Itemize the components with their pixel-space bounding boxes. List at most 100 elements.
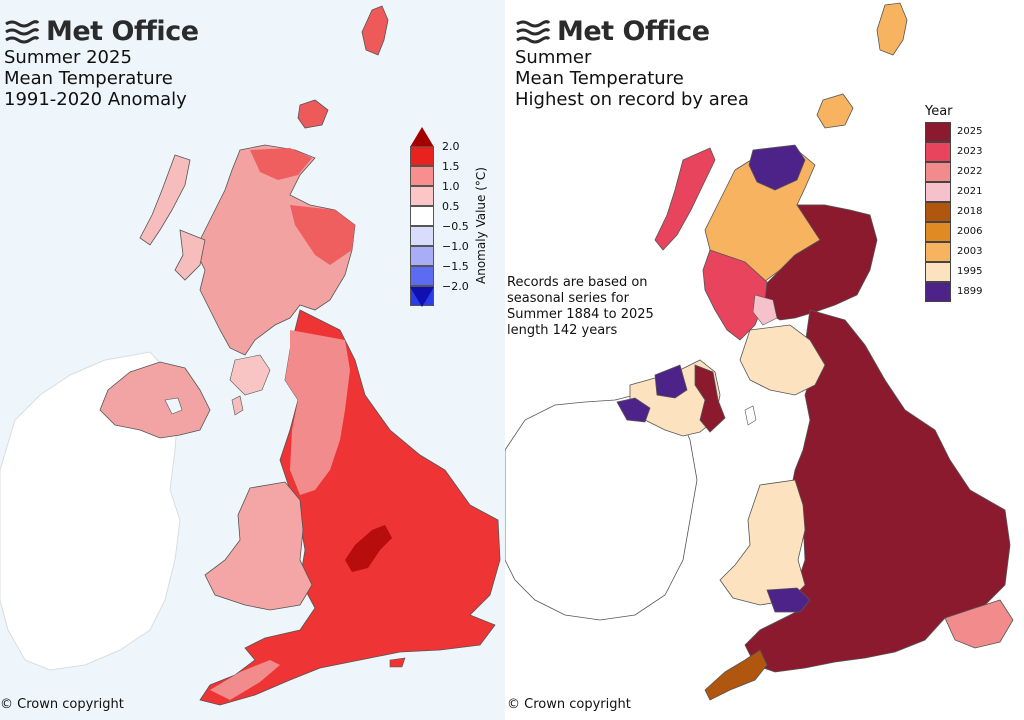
wales-1995-area bbox=[719, 479, 806, 606]
wales-region bbox=[204, 481, 313, 611]
legend-label: 2006 bbox=[957, 226, 983, 237]
england-1995-northwest bbox=[739, 324, 826, 396]
legend-label: 2018 bbox=[957, 206, 983, 217]
legend-item: 2022 bbox=[923, 162, 1001, 182]
legend-swatch-8 bbox=[925, 282, 951, 302]
title-line-1: Summer bbox=[515, 47, 592, 68]
legend-label: 2021 bbox=[957, 186, 983, 197]
orkney-islands bbox=[297, 99, 329, 129]
lough-neagh bbox=[164, 397, 183, 415]
legend-label: 1899 bbox=[957, 286, 983, 297]
legend-swatch-3 bbox=[925, 182, 951, 202]
anomaly-map-panel: Met Office Summer 2025 Mean Temperature … bbox=[0, 0, 505, 720]
isle-of-man bbox=[231, 395, 244, 416]
legend-item: 2003 bbox=[923, 242, 1001, 262]
legend-swatch-7 bbox=[925, 262, 951, 282]
orkney-islands bbox=[816, 93, 854, 129]
copyright-text: © Crown copyright bbox=[507, 697, 631, 712]
legend-item: 2006 bbox=[923, 222, 1001, 242]
legend-label: 2022 bbox=[957, 166, 983, 177]
shetland-islands bbox=[876, 2, 908, 56]
brand-name: Met Office bbox=[557, 16, 710, 47]
isle-of-wight bbox=[389, 657, 406, 668]
legend-title: Year bbox=[925, 104, 953, 119]
ireland-landmass bbox=[505, 389, 698, 621]
isle-of-man bbox=[744, 405, 757, 426]
legend-swatch-4 bbox=[925, 202, 951, 222]
copyright-text: © Crown copyright bbox=[0, 697, 124, 712]
legend-item: 1899 bbox=[923, 282, 1001, 302]
met-office-logo: Met Office bbox=[515, 16, 710, 47]
colorbar-tick-3: 0.5 bbox=[442, 200, 460, 213]
colorbar-seg-4 bbox=[410, 226, 434, 246]
legend-swatch-0 bbox=[925, 122, 951, 142]
legend-item: 2023 bbox=[923, 142, 1001, 162]
title-line-2: Mean Temperature bbox=[4, 68, 173, 89]
note-line-4: length 142 years bbox=[507, 323, 618, 338]
shetland-islands bbox=[361, 5, 389, 56]
colorbar-tick-4: −0.5 bbox=[442, 220, 469, 233]
england-2025-area bbox=[744, 309, 1011, 673]
outer-hebrides bbox=[654, 147, 716, 251]
southeast-2022-area bbox=[944, 599, 1014, 649]
legend-swatch-5 bbox=[925, 222, 951, 242]
colorbar-tick-1: 1.5 bbox=[442, 160, 460, 173]
cornwall-2018-area bbox=[704, 649, 768, 701]
map-title: Summer 2025 Mean Temperature 1991-2020 A… bbox=[4, 47, 187, 110]
colorbar-bottom-cap-icon bbox=[410, 287, 434, 307]
legend-item: 1995 bbox=[923, 262, 1001, 282]
cumbria-warmest-patch bbox=[229, 354, 271, 396]
note-line-1: Records are based on bbox=[507, 275, 648, 290]
colorbar-seg-2 bbox=[410, 186, 434, 206]
legend-label: 1995 bbox=[957, 266, 983, 277]
legend-swatch-6 bbox=[925, 242, 951, 262]
colorbar-tick-0: 2.0 bbox=[442, 140, 460, 153]
legend-item: 2018 bbox=[923, 202, 1001, 222]
colorbar-top-cap bbox=[410, 127, 434, 147]
title-line-1: Summer 2025 bbox=[4, 47, 132, 68]
colorbar-tick-5: −1.0 bbox=[442, 240, 469, 253]
legend-label: 2023 bbox=[957, 146, 983, 157]
ni-1899-west bbox=[616, 397, 651, 423]
wales-1899-area bbox=[766, 587, 811, 613]
anomaly-map bbox=[0, 5, 501, 706]
record-year-map bbox=[505, 2, 1014, 701]
scotland-2023-west bbox=[702, 249, 768, 341]
colorbar-bottom-cap bbox=[410, 287, 434, 307]
legend-item: 2025 bbox=[923, 122, 1001, 142]
southwest-cooler bbox=[210, 660, 280, 700]
colorbar-tick-6: −1.5 bbox=[442, 260, 469, 273]
colorbar-seg-1 bbox=[410, 166, 434, 186]
legend-label: 2003 bbox=[957, 246, 983, 257]
colorbar-seg-5 bbox=[410, 246, 434, 266]
scotland-1899-area bbox=[748, 144, 806, 191]
met-office-wave-icon bbox=[516, 19, 551, 43]
colorbar-axis-label: Anomaly Value (°C) bbox=[474, 167, 488, 284]
record-year-map-panel: Met Office Summer Mean Temperature Highe… bbox=[505, 0, 1024, 720]
northern-ireland-region bbox=[99, 361, 211, 439]
midlands-hotspot bbox=[345, 525, 392, 572]
colorbar-top-cap-icon bbox=[410, 127, 434, 147]
colorbar-tick-2: 1.0 bbox=[442, 180, 460, 193]
brand-name: Met Office bbox=[46, 16, 199, 47]
scotland-2025-east bbox=[754, 204, 878, 321]
title-line-2: Mean Temperature bbox=[515, 68, 684, 89]
scotland-east-warm bbox=[290, 205, 355, 265]
note-line-2: seasonal series for bbox=[507, 291, 629, 306]
title-line-3: Highest on record by area bbox=[515, 89, 749, 110]
colorbar-seg-3 bbox=[410, 206, 434, 226]
map-title: Summer Mean Temperature Highest on recor… bbox=[515, 47, 749, 110]
colorbar-seg-0 bbox=[410, 146, 434, 166]
ni-1899-area bbox=[654, 364, 688, 399]
colorbar-tick-7: −2.0 bbox=[442, 280, 469, 293]
note-line-3: Summer 1884 to 2025 bbox=[507, 307, 654, 322]
title-line-3: 1991-2020 Anomaly bbox=[4, 89, 187, 110]
colorbar-seg-6 bbox=[410, 266, 434, 286]
scotland-north-warm bbox=[250, 148, 312, 180]
legend-item: 2021 bbox=[923, 182, 1001, 202]
england-northwest-cooler bbox=[285, 330, 350, 495]
legend-label: 2025 bbox=[957, 126, 983, 137]
met-office-logo: Met Office bbox=[4, 16, 199, 47]
inner-hebrides bbox=[174, 229, 206, 281]
outer-hebrides bbox=[139, 154, 191, 246]
